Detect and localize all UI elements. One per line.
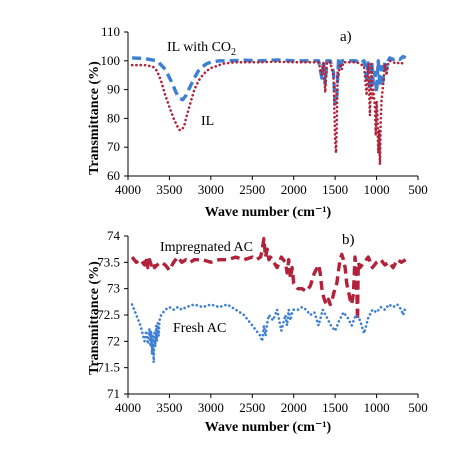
panel-label-b: b) [342,232,355,248]
y-tick-label: 72.5 [97,307,120,322]
x-tick-label: 4000 [115,400,141,415]
panel-label-a: a) [340,29,352,45]
annotation-il-with-co2: IL with CO2 [167,40,236,58]
x-tick-label: 3000 [198,182,224,197]
x-tick-label: 2500 [239,400,265,415]
x-tick-label: 3500 [156,400,182,415]
x-tick-label: 3500 [156,182,182,197]
y-axis-label-b: Transmittance (%) [87,261,102,375]
x-tick-label: 4000 [115,182,141,197]
series-line-fresh-ac [130,303,407,364]
y-tick-label: 72 [107,333,120,348]
annotation-il: IL [201,114,214,129]
chart-panel-b: b) Wave number (cm⁻¹) Transmittance (%) … [87,228,428,435]
x-tick-label: 1500 [322,182,348,197]
y-tick-label: 73.5 [97,254,120,269]
y-tick-label: 100 [101,53,121,68]
annotation-fresh-ac: Fresh AC [173,321,226,336]
x-tick-label: 2000 [281,400,307,415]
x-tick-label: 500 [408,182,428,197]
y-tick-label: 73 [107,281,120,296]
series-line-il-with-co2 [132,54,407,106]
y-tick-label: 90 [107,82,120,97]
chart-panel-a: a) Wave number (cm⁻¹) Transmittance (%) … [87,24,428,220]
x-tick-label: 1000 [364,400,390,415]
x-tick-label: 1500 [322,400,348,415]
series-line-il [130,59,407,166]
x-tick-label: 3000 [198,400,224,415]
y-tick-label: 60 [107,168,120,183]
svg-text:IL with CO2: IL with CO2 [167,40,236,58]
y-tick-label: 70 [107,139,120,154]
series-line-impregnated-ac [130,236,407,322]
x-axis-label-a: Wave number (cm⁻¹) [205,205,332,220]
x-tick-label: 1000 [364,182,390,197]
y-tick-label: 74 [107,228,121,243]
x-tick-label: 2000 [281,182,307,197]
y-tick-label: 80 [107,110,120,125]
y-axis-label-a: Transmittance (%) [87,61,102,175]
y-tick-label: 71 [107,386,120,401]
x-tick-label: 500 [408,400,428,415]
x-tick-label: 2500 [239,182,265,197]
x-axis-label-b: Wave number (cm⁻¹) [205,420,332,435]
annotation-il-with-co2-text: IL with CO [167,40,231,55]
y-tick-label: 110 [101,24,120,39]
annotation-impregnated-ac: Impregnated AC [160,240,253,255]
annotation-il-with-co2-sub: 2 [231,47,236,58]
y-tick-label: 71.5 [97,360,120,375]
